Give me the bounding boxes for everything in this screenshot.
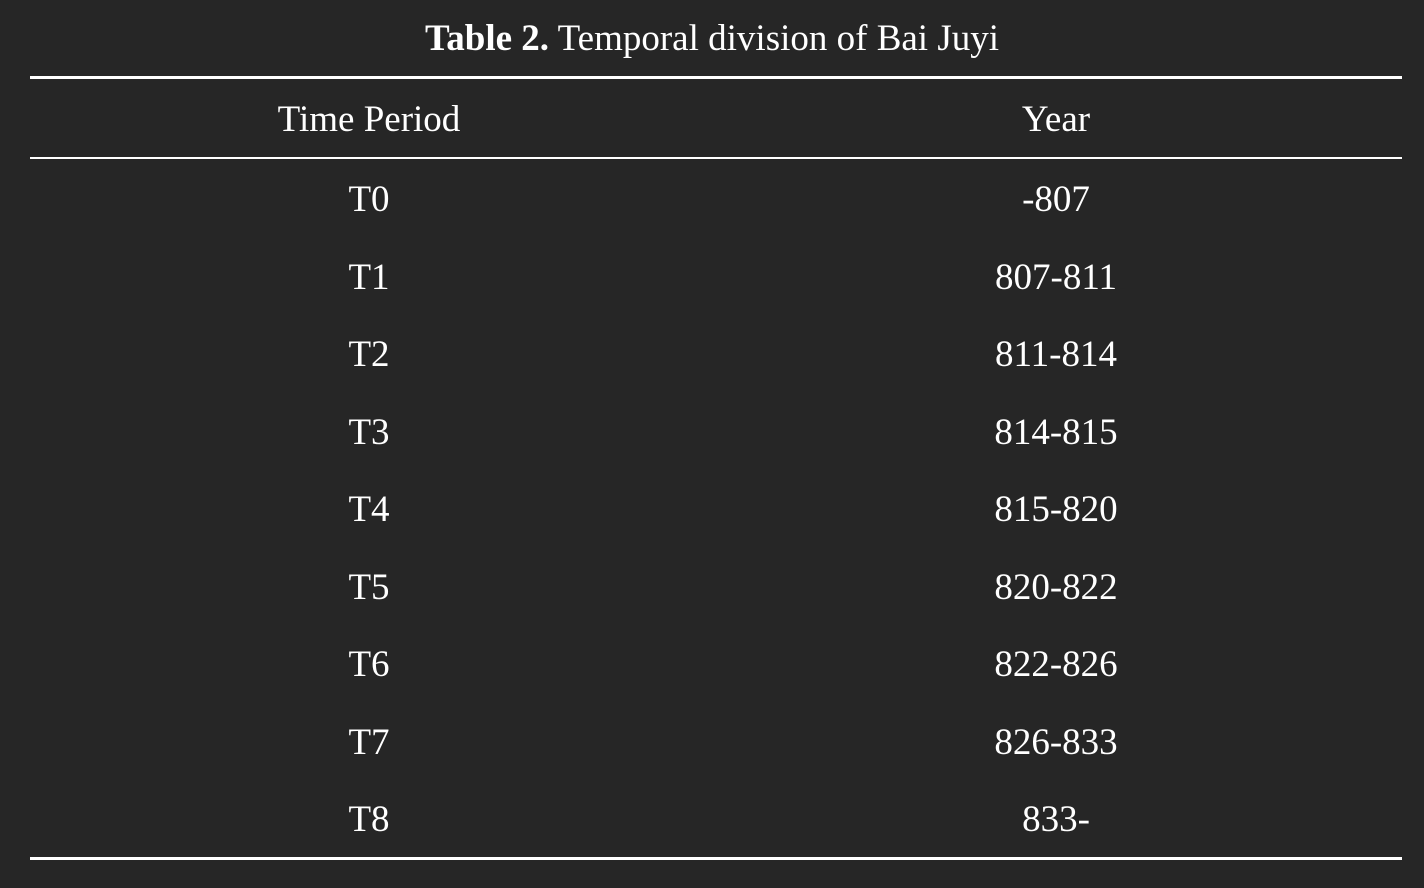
table-cell: T5 xyxy=(348,566,390,608)
table-cell: T8 xyxy=(348,799,390,840)
bottom-rule xyxy=(30,857,1402,860)
caption-label: Table 2. xyxy=(424,18,550,59)
top-rule xyxy=(30,76,1402,79)
table-cell: -807 xyxy=(1022,179,1090,220)
table-cell: 811-814 xyxy=(995,334,1117,375)
table-cell: 822-826 xyxy=(994,644,1118,685)
header-cell: Time Period xyxy=(277,99,461,140)
table-cell: T4 xyxy=(348,489,390,530)
table-cell: T7 xyxy=(348,721,390,763)
table-cell: T2 xyxy=(348,334,390,375)
table-cell: 826-833 xyxy=(994,721,1118,763)
table-cell: T6 xyxy=(348,644,390,685)
table-cell: T0 xyxy=(348,179,390,220)
table-caption: Table 2. Temporal division of Bai Juyi xyxy=(0,16,1424,62)
table-cell: 833- xyxy=(1022,799,1090,840)
header-cell: Year xyxy=(1021,99,1091,140)
table-cell: 820-822 xyxy=(994,566,1118,608)
table-cell: T3 xyxy=(348,411,390,453)
caption-text: Temporal division of Bai Juyi xyxy=(557,18,1000,59)
table-cell: 815-820 xyxy=(994,489,1118,530)
table-cell: 807-811 xyxy=(995,256,1117,298)
header-rule xyxy=(30,157,1402,159)
table-cell: T1 xyxy=(348,256,390,298)
table-cell: 814-815 xyxy=(994,411,1118,453)
